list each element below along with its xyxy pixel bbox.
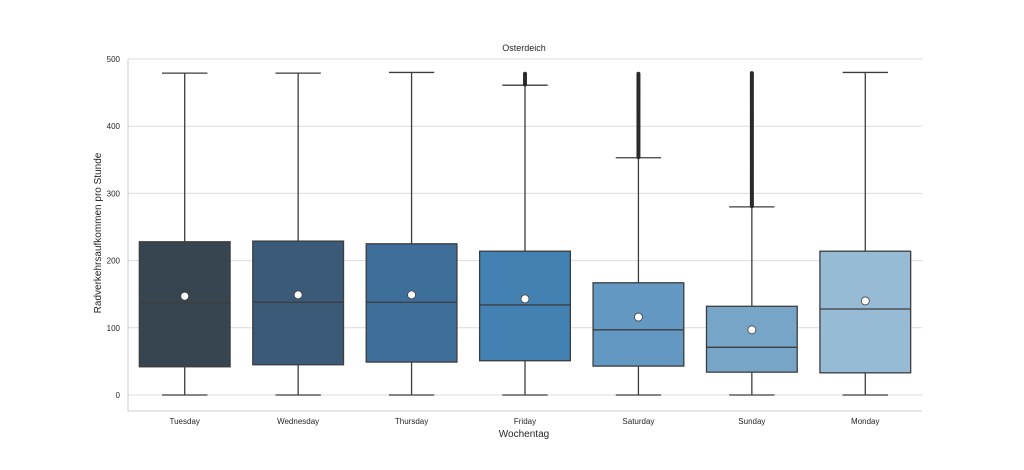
box-sunday: [705, 71, 798, 396]
box-iqr: [819, 250, 912, 374]
x-tick-label: Friday: [514, 417, 536, 426]
x-tick-label: Monday: [851, 417, 879, 426]
box-wednesday: [252, 72, 345, 396]
mean-marker: [180, 291, 190, 301]
mean-marker: [520, 294, 530, 304]
box-monday: [819, 71, 912, 396]
mean-marker: [407, 290, 416, 300]
outlier-point: [749, 71, 754, 76]
box-thursday: [365, 71, 458, 396]
box-saturday: [592, 71, 685, 396]
x-axis-label: Wochentag: [499, 429, 549, 440]
x-tick-label: Tuesday: [170, 417, 200, 426]
box-friday: [478, 71, 572, 396]
box-iqr: [252, 240, 345, 366]
y-tick-label: 100: [107, 324, 121, 333]
x-tick-label: Thursday: [395, 417, 428, 426]
mean-marker: [747, 325, 757, 335]
y-tick-label: 400: [107, 122, 121, 131]
outlier-point: [523, 71, 527, 76]
outlier-point: [636, 71, 641, 76]
boxes: [138, 71, 912, 396]
x-ticks: Tuesday Wednesday Thursday Friday Saturday Su…: [170, 417, 880, 426]
box-iqr: [138, 241, 231, 368]
box-iqr: [365, 243, 458, 363]
y-axis-label: Radverkehrsaufkommen pro Stunde: [93, 152, 104, 313]
mean-marker: [634, 312, 643, 322]
chart-title: Osterdeich: [502, 43, 546, 53]
box-iqr: [705, 305, 798, 373]
y-tick-label: 200: [107, 257, 121, 266]
y-tick-label: 300: [107, 189, 121, 198]
y-ticks: 0 100 200 300 400 500: [107, 55, 121, 400]
y-tick-label: 0: [116, 391, 121, 400]
y-tick-label: 500: [107, 55, 121, 64]
mean-marker: [860, 296, 870, 306]
box-tuesday: [138, 72, 231, 396]
axis-spines: [127, 59, 922, 412]
mean-marker: [293, 290, 303, 300]
x-tick-label: Sunday: [738, 417, 765, 426]
box-iqr: [478, 250, 572, 362]
x-tick-label: Wednesday: [277, 417, 319, 426]
box-iqr: [592, 282, 685, 367]
x-tick-label: Saturday: [622, 417, 654, 426]
